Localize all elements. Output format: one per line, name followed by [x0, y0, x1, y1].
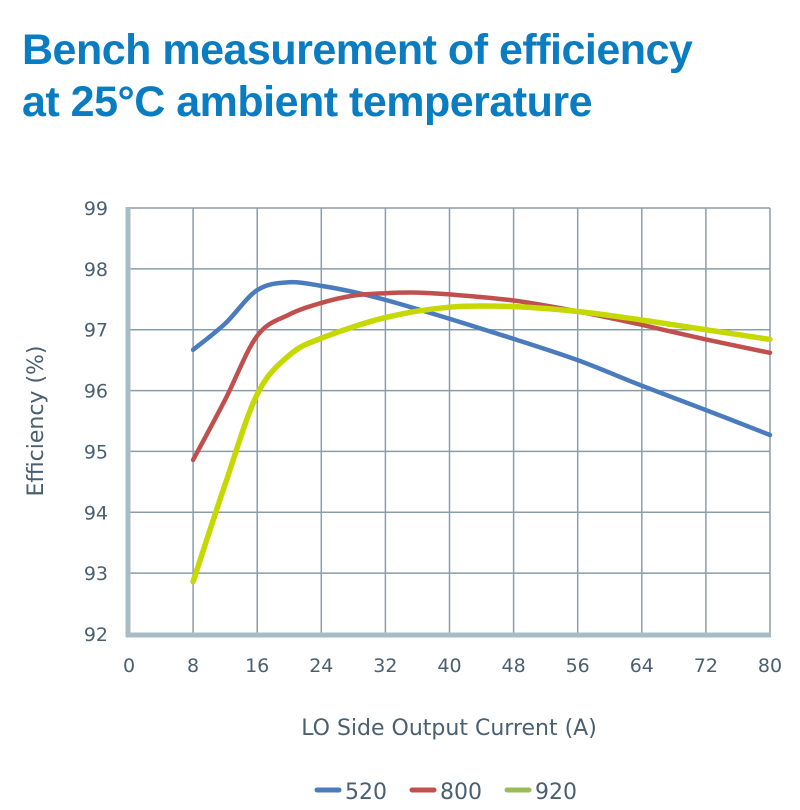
legend-label-920: 920: [535, 780, 577, 805]
x-tick-label: 56: [566, 655, 590, 677]
y-tick-label: 96: [84, 381, 108, 403]
chart-title: Bench measurement of efficiency at 25°C …: [22, 24, 693, 128]
y-tick-label: 97: [84, 320, 108, 342]
x-tick-label: 0: [123, 655, 135, 677]
legend-label-800: 800: [440, 780, 482, 805]
x-tick-label: 8: [187, 655, 199, 677]
chart-title-line-2: at 25°C ambient temperature: [22, 78, 593, 126]
grid: [125, 207, 771, 638]
y-tick-label: 95: [84, 441, 108, 463]
series-line-520: [190, 279, 773, 438]
y-tick-label: 98: [84, 259, 108, 281]
x-tick-label: 24: [309, 655, 333, 677]
y-tick-label: 92: [84, 624, 108, 646]
x-tick-label: 48: [502, 655, 526, 677]
tick-labels: 92 93 94 95 96 97 98 99 0 8 16 24 32 40 48 56 64 72 80: [84, 198, 782, 677]
x-tick-label: 64: [630, 655, 654, 677]
x-tick-label: 72: [694, 655, 718, 677]
legend-label-520: 520: [345, 780, 387, 805]
chart-title-line-1: Bench measurement of efficiency: [22, 26, 693, 74]
legend: 520 800 920: [314, 780, 577, 805]
y-axis-label: Efficiency (%): [24, 345, 49, 496]
x-tick-label: 40: [437, 655, 461, 677]
series-line-800: [190, 290, 773, 463]
series-line-920: [190, 303, 773, 585]
x-axis-label: LO Side Output Current (A): [301, 716, 597, 741]
series-lines: [190, 279, 773, 585]
y-tick-label: 99: [84, 198, 108, 220]
y-tick-label: 93: [84, 563, 108, 585]
x-tick-label: 80: [758, 655, 782, 677]
x-tick-label: 32: [373, 655, 397, 677]
x-tick-label: 16: [245, 655, 269, 677]
y-tick-label: 94: [84, 502, 108, 524]
